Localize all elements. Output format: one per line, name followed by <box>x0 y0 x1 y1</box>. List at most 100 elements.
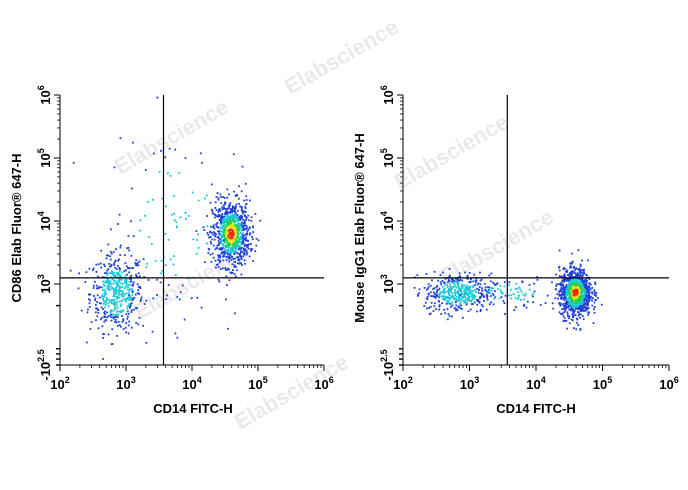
data-point <box>235 238 237 240</box>
data-point <box>111 278 114 281</box>
data-point <box>129 297 132 300</box>
data-point <box>523 298 525 301</box>
data-point <box>121 299 124 302</box>
data-point <box>440 295 442 298</box>
data-point <box>571 303 573 306</box>
data-point <box>444 283 446 286</box>
data-point <box>465 284 468 287</box>
data-point <box>579 273 582 276</box>
data-point <box>471 290 474 293</box>
data-point <box>447 313 450 315</box>
data-point <box>245 217 248 219</box>
data-point <box>243 220 246 222</box>
data-point <box>510 294 513 297</box>
data-point <box>107 333 110 336</box>
data-point <box>121 283 124 285</box>
data-point <box>448 275 451 278</box>
data-point <box>223 203 226 206</box>
data-point <box>222 225 224 228</box>
data-point <box>112 295 115 298</box>
data-point <box>477 298 480 301</box>
data-point <box>447 287 450 290</box>
data-point <box>573 327 575 329</box>
data-point <box>112 273 114 276</box>
data-point <box>459 294 462 297</box>
data-point <box>232 226 234 229</box>
data-point <box>578 313 581 316</box>
data-point <box>218 230 221 233</box>
data-point <box>591 291 593 294</box>
data-point <box>488 303 491 306</box>
data-point <box>219 247 221 250</box>
data-point <box>558 302 561 305</box>
data-point <box>229 232 232 234</box>
data-point <box>232 238 235 241</box>
data-point <box>578 275 581 278</box>
data-point <box>131 267 133 269</box>
data-point <box>469 293 472 295</box>
data-point <box>228 203 231 206</box>
data-point <box>105 299 107 302</box>
data-point <box>231 263 234 266</box>
data-point <box>572 302 575 305</box>
data-point <box>122 319 125 322</box>
data-point <box>562 275 565 278</box>
data-point <box>220 223 222 226</box>
data-point <box>136 292 139 295</box>
data-point <box>469 291 472 294</box>
data-point <box>442 295 445 298</box>
data-point <box>130 274 133 277</box>
data-point <box>116 335 118 337</box>
data-point <box>132 235 135 238</box>
data-point <box>426 307 428 310</box>
data-point <box>104 292 106 294</box>
data-point <box>567 288 570 290</box>
data-point <box>486 298 489 301</box>
data-point <box>533 290 536 293</box>
data-point <box>221 235 224 237</box>
data-point <box>569 309 572 312</box>
data-point <box>594 292 597 295</box>
data-point <box>223 222 225 225</box>
data-point <box>578 267 581 270</box>
data-point <box>466 287 469 289</box>
data-point <box>114 316 116 319</box>
data-point <box>581 309 584 312</box>
data-point <box>501 292 504 294</box>
data-point <box>454 297 457 300</box>
data-point <box>236 214 239 216</box>
data-point <box>572 297 574 300</box>
data-point <box>242 211 244 213</box>
data-point <box>565 279 568 282</box>
data-point <box>146 263 149 265</box>
data-point <box>432 288 435 290</box>
data-point <box>433 291 435 294</box>
data-point <box>176 296 179 298</box>
data-point <box>573 266 575 268</box>
data-point <box>94 311 97 314</box>
data-point <box>230 216 233 219</box>
y-tick-label: -102.5 <box>36 349 53 380</box>
data-point <box>245 253 248 256</box>
data-point <box>109 280 112 283</box>
data-point <box>453 307 456 310</box>
x-tick-exponent: 3 <box>474 375 479 385</box>
data-point <box>563 291 566 294</box>
data-point <box>234 226 237 229</box>
data-point <box>223 247 226 250</box>
data-point <box>231 237 234 240</box>
data-point <box>570 308 573 311</box>
data-point <box>179 291 182 294</box>
data-point <box>179 216 182 219</box>
data-point <box>468 287 471 290</box>
data-point <box>520 299 522 301</box>
data-point <box>240 216 243 219</box>
data-point <box>465 288 467 290</box>
data-point <box>211 232 213 234</box>
data-point <box>566 299 569 302</box>
data-point <box>234 195 237 197</box>
data-point <box>571 252 574 255</box>
x-tick-base: 10 <box>50 377 64 392</box>
data-point <box>427 283 430 286</box>
data-point <box>219 234 222 237</box>
